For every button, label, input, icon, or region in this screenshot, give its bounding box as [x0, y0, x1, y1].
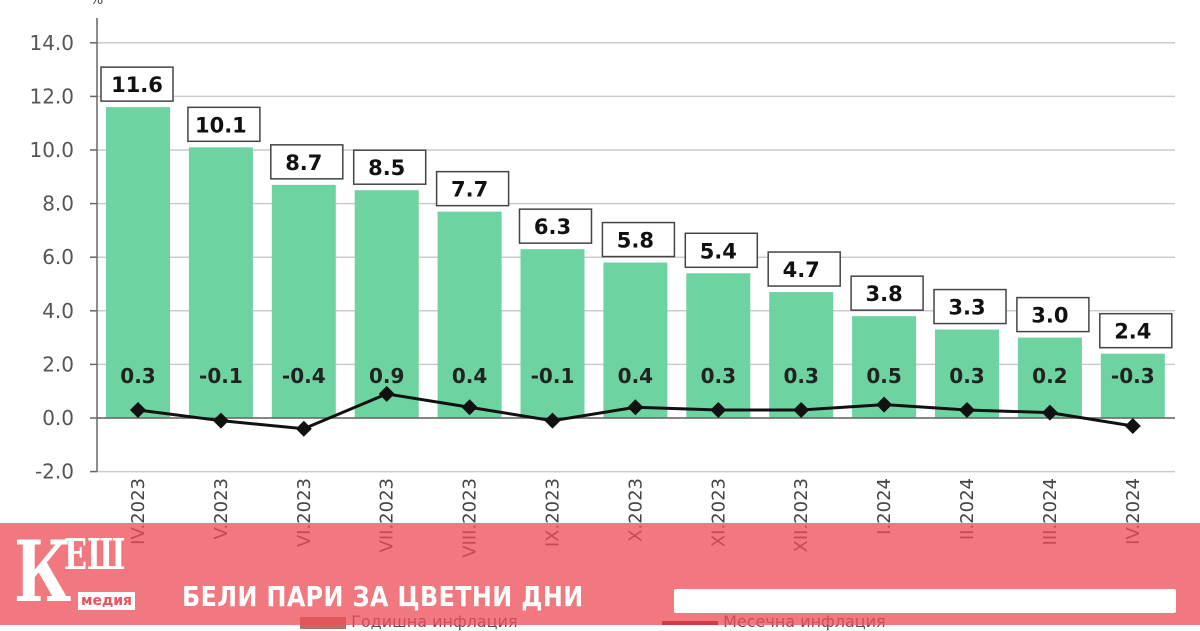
data-label-monthly: 0.3	[949, 364, 984, 388]
y-unit-label: %	[90, 0, 103, 8]
marker-monthly	[378, 385, 395, 402]
marker-monthly	[130, 401, 146, 418]
slogan: БЕЛИ ПАРИ ЗА ЦВЕТНИ ДНИ	[182, 580, 584, 613]
bar-annual	[769, 292, 834, 418]
data-label-monthly: 0.4	[452, 364, 487, 388]
marker-monthly	[212, 412, 229, 429]
bar-annual	[1017, 337, 1082, 418]
data-label-box	[767, 251, 841, 287]
data-label-box	[187, 106, 261, 143]
marker-monthly	[461, 399, 478, 416]
data-label-annual: 3.8	[865, 282, 902, 306]
data-label-monthly: -0.1	[531, 364, 575, 388]
marker-monthly	[1041, 404, 1058, 421]
marker-monthly	[876, 396, 893, 413]
y-tick-label: 0.0	[42, 406, 74, 430]
data-label-box	[435, 170, 510, 207]
marker-monthly	[1124, 418, 1141, 435]
data-label-monthly: 0.2	[1032, 364, 1067, 388]
bar-annual	[188, 147, 253, 418]
data-label-box	[601, 221, 676, 258]
logo-k: К	[14, 522, 72, 621]
data-label-annual: 8.7	[285, 151, 322, 175]
data-label-monthly: 0.9	[369, 364, 404, 388]
data-label-annual: 3.3	[948, 296, 985, 320]
data-label-annual: 2.4	[1114, 320, 1151, 344]
y-tick-label: 4.0	[42, 299, 74, 323]
data-label-monthly: 0.4	[618, 364, 653, 388]
y-tick-label: 10.0	[29, 138, 74, 162]
y-tick-label: 12.0	[29, 84, 74, 108]
marker-monthly	[627, 399, 644, 416]
bar-annual	[1100, 353, 1165, 418]
data-label-annual: 5.8	[617, 229, 654, 253]
y-tick-label: 2.0	[42, 352, 74, 376]
data-label-monthly: 0.5	[866, 364, 901, 388]
y-tick-label: -2.0	[35, 460, 74, 484]
data-label-box	[933, 288, 1007, 325]
data-label-box	[1099, 312, 1173, 349]
data-label-box	[1016, 296, 1090, 333]
data-label-monthly: 0.3	[783, 364, 818, 388]
y-tick-label: 6.0	[42, 245, 74, 269]
data-label-annual: 3.0	[1031, 304, 1068, 328]
data-label-box	[684, 232, 759, 269]
data-label-box	[352, 149, 427, 185]
bar-annual	[106, 107, 170, 419]
data-label-annual: 4.7	[783, 258, 820, 282]
marker-monthly	[544, 412, 561, 429]
banner-white-bar	[674, 589, 1176, 613]
bar-annual	[686, 273, 751, 418]
data-label-box	[518, 208, 593, 244]
marker-monthly	[710, 401, 727, 418]
data-label-box	[850, 275, 924, 311]
bar-annual	[354, 190, 419, 418]
marker-monthly	[793, 401, 810, 418]
y-tick-label: 14.0	[29, 31, 74, 55]
x-tick-label: I.2024	[874, 478, 895, 535]
data-label-annual: 11.6	[111, 73, 163, 97]
data-label-box	[100, 66, 174, 102]
marker-monthly	[959, 401, 975, 418]
data-label-box	[270, 144, 344, 180]
data-label-monthly: 0.3	[120, 364, 155, 388]
bar-annual	[603, 262, 668, 418]
marker-monthly	[295, 420, 312, 437]
y-tick-label: 8.0	[42, 192, 74, 216]
logo-sub: медия	[78, 592, 136, 610]
bar-annual	[271, 184, 336, 418]
data-label-annual: 10.1	[195, 113, 247, 137]
data-label-annual: 6.3	[534, 215, 571, 239]
data-label-monthly: 0.3	[701, 364, 736, 388]
data-label-annual: 7.7	[451, 178, 488, 202]
data-label-annual: 8.5	[368, 156, 405, 180]
bar-annual	[437, 211, 502, 418]
data-label-monthly: -0.4	[282, 364, 326, 388]
bar-annual	[520, 249, 585, 418]
data-label-monthly: -0.3	[1111, 364, 1155, 388]
data-label-monthly: -0.1	[199, 364, 243, 388]
data-label-annual: 5.4	[700, 239, 737, 263]
logo-esh: ЕШ	[64, 530, 126, 579]
